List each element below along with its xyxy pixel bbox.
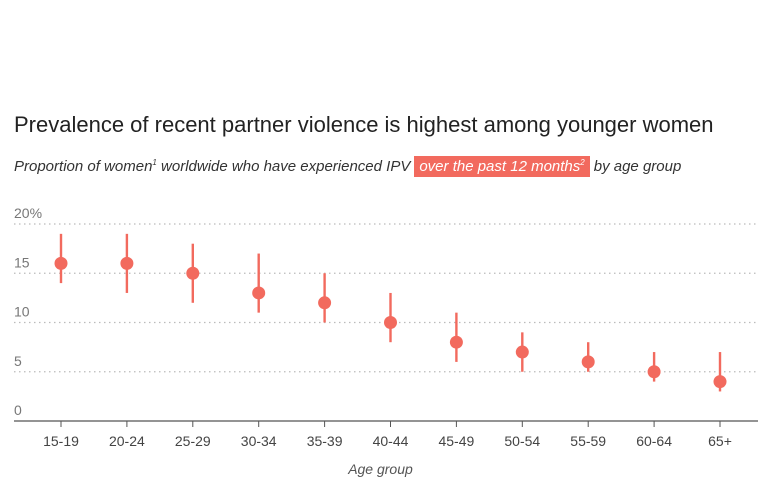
data-point <box>384 316 397 329</box>
x-tick-label: 45-49 <box>438 433 474 449</box>
y-tick-label: 20% <box>14 205 42 221</box>
data-point <box>515 345 529 359</box>
data-point <box>252 286 266 300</box>
y-tick-label: 15 <box>14 254 30 270</box>
x-tick-label: 55-59 <box>570 433 606 449</box>
x-axis-ticks: 15-19 20-24 25-29 30-34 35-39 40-44 45-49 50-54… <box>43 421 732 449</box>
data-point <box>186 266 200 280</box>
y-tick-label: 10 <box>14 304 30 320</box>
y-tick-label: 5 <box>14 353 22 369</box>
data-point <box>713 375 727 389</box>
chart-subtitle: Proportion of women1 worldwide who have … <box>14 156 682 177</box>
x-tick-label: 60-64 <box>636 433 672 449</box>
x-tick-label: 30-34 <box>241 433 277 449</box>
y-tick-label: 0 <box>14 402 22 418</box>
x-tick-label: 20-24 <box>109 433 145 449</box>
footnote-2: 2 <box>580 158 585 167</box>
x-tick-label: 35-39 <box>307 433 343 449</box>
subtitle-pre: Proportion of women <box>14 158 153 175</box>
x-tick-label: 50-54 <box>504 433 540 449</box>
x-tick-label: 15-19 <box>43 433 79 449</box>
footnote-1: 1 <box>152 158 157 167</box>
y-axis-ticks: 0 5 10 15 20% <box>14 205 42 418</box>
grid-lines <box>14 223 758 373</box>
subtitle-post: by age group <box>593 158 682 175</box>
subtitle-highlight-text: over the past 12 months <box>419 158 581 175</box>
x-tick-label: 25-29 <box>175 433 211 449</box>
data-point <box>449 335 463 349</box>
data-point <box>54 256 68 270</box>
x-axis-label: Age group <box>347 461 413 477</box>
data-point <box>581 355 595 369</box>
subtitle-highlight: over the past 12 months2 <box>414 156 590 177</box>
data-point <box>318 296 332 310</box>
x-tick-label: 40-44 <box>373 433 409 449</box>
subtitle-mid: worldwide who have experienced IPV <box>156 158 411 175</box>
x-tick-label: 65+ <box>708 433 732 449</box>
data-point <box>647 365 661 379</box>
data-marks <box>54 233 727 392</box>
data-point <box>120 256 134 270</box>
chart-title: Prevalence of recent partner violence is… <box>14 112 714 137</box>
